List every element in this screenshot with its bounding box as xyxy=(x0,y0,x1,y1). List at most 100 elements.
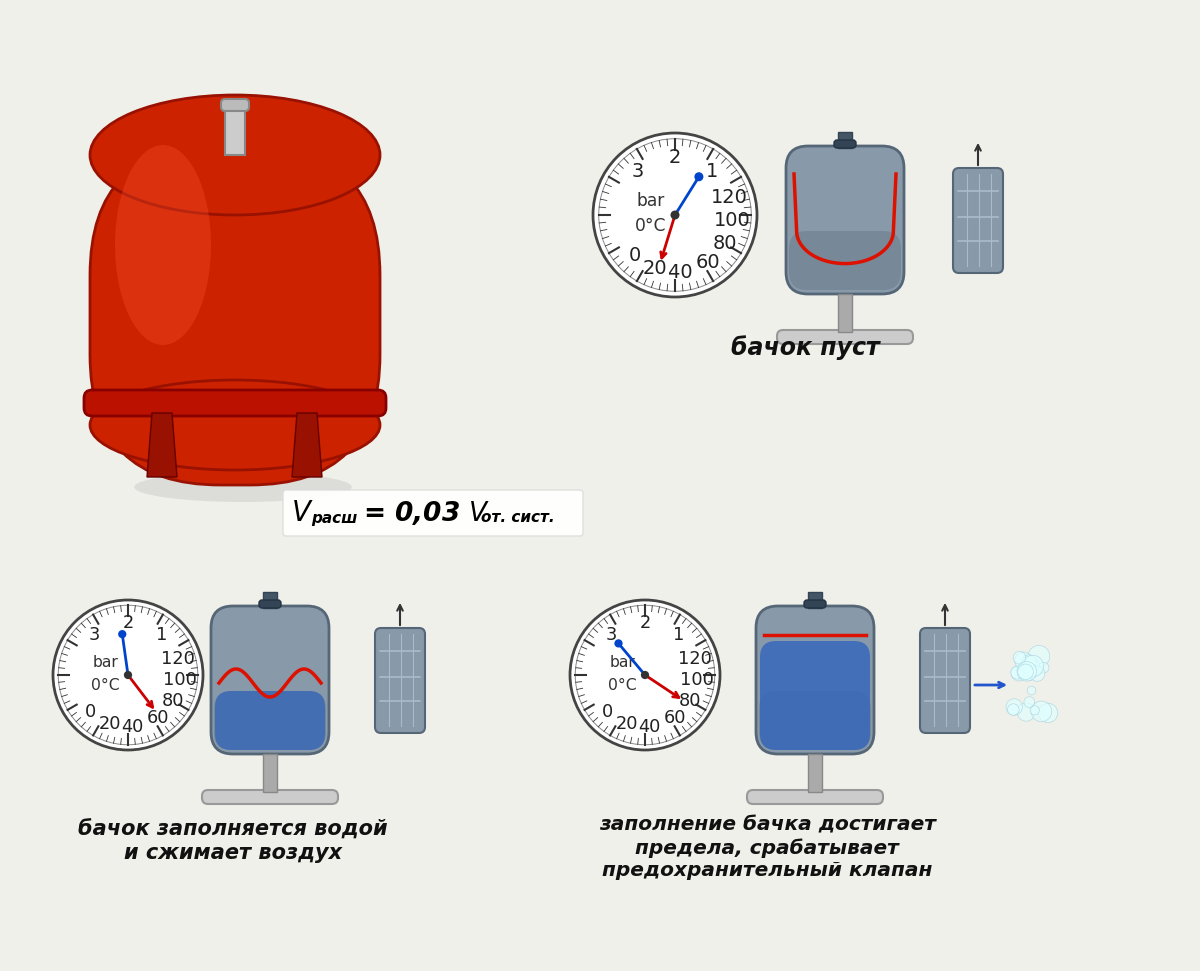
Text: 60: 60 xyxy=(146,709,169,727)
Text: 2: 2 xyxy=(668,149,682,167)
FancyBboxPatch shape xyxy=(214,691,326,750)
Text: 80: 80 xyxy=(679,692,702,710)
Text: 0: 0 xyxy=(629,246,641,265)
FancyBboxPatch shape xyxy=(778,330,913,344)
Circle shape xyxy=(1010,666,1024,679)
Text: 40: 40 xyxy=(638,719,661,736)
Text: bar: bar xyxy=(92,654,119,670)
Circle shape xyxy=(1030,666,1045,682)
FancyBboxPatch shape xyxy=(221,99,250,111)
Text: 60: 60 xyxy=(696,252,720,272)
Text: 20: 20 xyxy=(616,716,638,733)
FancyBboxPatch shape xyxy=(760,641,870,750)
FancyBboxPatch shape xyxy=(84,390,386,416)
Text: бачок заполняется водой: бачок заполняется водой xyxy=(78,820,388,840)
Text: 2: 2 xyxy=(640,614,650,631)
Circle shape xyxy=(1018,664,1033,680)
Ellipse shape xyxy=(134,472,352,502)
Text: 20: 20 xyxy=(98,716,121,733)
FancyBboxPatch shape xyxy=(834,140,856,148)
Circle shape xyxy=(1030,706,1039,715)
Ellipse shape xyxy=(90,380,380,470)
FancyBboxPatch shape xyxy=(374,628,425,733)
Text: 100: 100 xyxy=(163,671,197,688)
Circle shape xyxy=(1027,686,1036,695)
FancyBboxPatch shape xyxy=(756,606,874,754)
Text: 60: 60 xyxy=(664,709,686,727)
Circle shape xyxy=(1024,697,1034,708)
Text: 1: 1 xyxy=(706,161,718,181)
Circle shape xyxy=(1038,703,1057,722)
Circle shape xyxy=(1013,652,1026,664)
Circle shape xyxy=(1030,659,1040,669)
Circle shape xyxy=(570,600,720,750)
FancyBboxPatch shape xyxy=(90,145,380,485)
Text: 3: 3 xyxy=(632,161,644,181)
Text: предохранительный клапан: предохранительный клапан xyxy=(602,861,932,881)
Circle shape xyxy=(1006,699,1022,716)
Circle shape xyxy=(641,671,649,679)
Bar xyxy=(808,754,822,792)
Text: 1: 1 xyxy=(156,625,168,644)
Circle shape xyxy=(1016,661,1037,681)
Text: 80: 80 xyxy=(162,692,185,710)
FancyBboxPatch shape xyxy=(283,490,583,536)
Circle shape xyxy=(1028,646,1050,667)
Ellipse shape xyxy=(90,95,380,215)
Polygon shape xyxy=(148,413,178,477)
FancyBboxPatch shape xyxy=(953,168,1003,273)
FancyBboxPatch shape xyxy=(259,600,281,608)
Circle shape xyxy=(1038,662,1049,673)
Text: $V$: $V$ xyxy=(292,499,313,527)
Circle shape xyxy=(1008,704,1019,716)
Circle shape xyxy=(124,671,132,679)
Circle shape xyxy=(1015,653,1032,670)
Text: 100: 100 xyxy=(714,211,750,229)
Text: 120: 120 xyxy=(678,650,712,668)
Circle shape xyxy=(1021,654,1036,670)
Bar xyxy=(838,132,852,148)
Text: 80: 80 xyxy=(713,234,737,253)
Text: 1: 1 xyxy=(673,625,684,644)
Circle shape xyxy=(671,211,679,219)
Text: 3: 3 xyxy=(606,625,617,644)
Circle shape xyxy=(575,605,715,745)
Circle shape xyxy=(53,600,203,750)
FancyBboxPatch shape xyxy=(211,606,329,754)
Text: и сжимает воздух: и сжимает воздух xyxy=(124,843,342,863)
Text: 40: 40 xyxy=(121,719,144,736)
Circle shape xyxy=(59,605,198,745)
Text: 120: 120 xyxy=(161,650,194,668)
Text: 3: 3 xyxy=(89,625,100,644)
Text: 0°C: 0°C xyxy=(608,678,637,693)
Text: 2: 2 xyxy=(122,614,133,631)
Text: 0°C: 0°C xyxy=(635,218,666,236)
FancyBboxPatch shape xyxy=(760,691,871,750)
Text: bar: bar xyxy=(610,654,636,670)
Text: от. сист.: от. сист. xyxy=(481,511,554,525)
Text: 0°C: 0°C xyxy=(91,678,120,693)
Text: 0: 0 xyxy=(85,703,96,721)
Circle shape xyxy=(1012,665,1027,681)
FancyBboxPatch shape xyxy=(215,691,325,750)
Text: расш: расш xyxy=(311,511,358,525)
FancyBboxPatch shape xyxy=(920,628,970,733)
Text: bar: bar xyxy=(636,192,665,210)
Text: заполнение бачка достигает: заполнение бачка достигает xyxy=(599,816,936,834)
Circle shape xyxy=(593,133,757,297)
Text: 20: 20 xyxy=(643,259,667,279)
Circle shape xyxy=(1031,701,1051,721)
Circle shape xyxy=(1020,664,1037,681)
Text: 120: 120 xyxy=(712,187,748,207)
Text: 100: 100 xyxy=(680,671,714,688)
Circle shape xyxy=(614,639,623,648)
Text: бачок пуст: бачок пуст xyxy=(731,336,880,360)
Text: 40: 40 xyxy=(667,263,692,282)
Circle shape xyxy=(599,139,751,291)
Circle shape xyxy=(1031,661,1039,670)
Circle shape xyxy=(1022,655,1044,677)
Circle shape xyxy=(695,172,703,182)
Bar xyxy=(838,294,852,332)
FancyBboxPatch shape xyxy=(790,231,901,290)
Ellipse shape xyxy=(115,145,211,345)
